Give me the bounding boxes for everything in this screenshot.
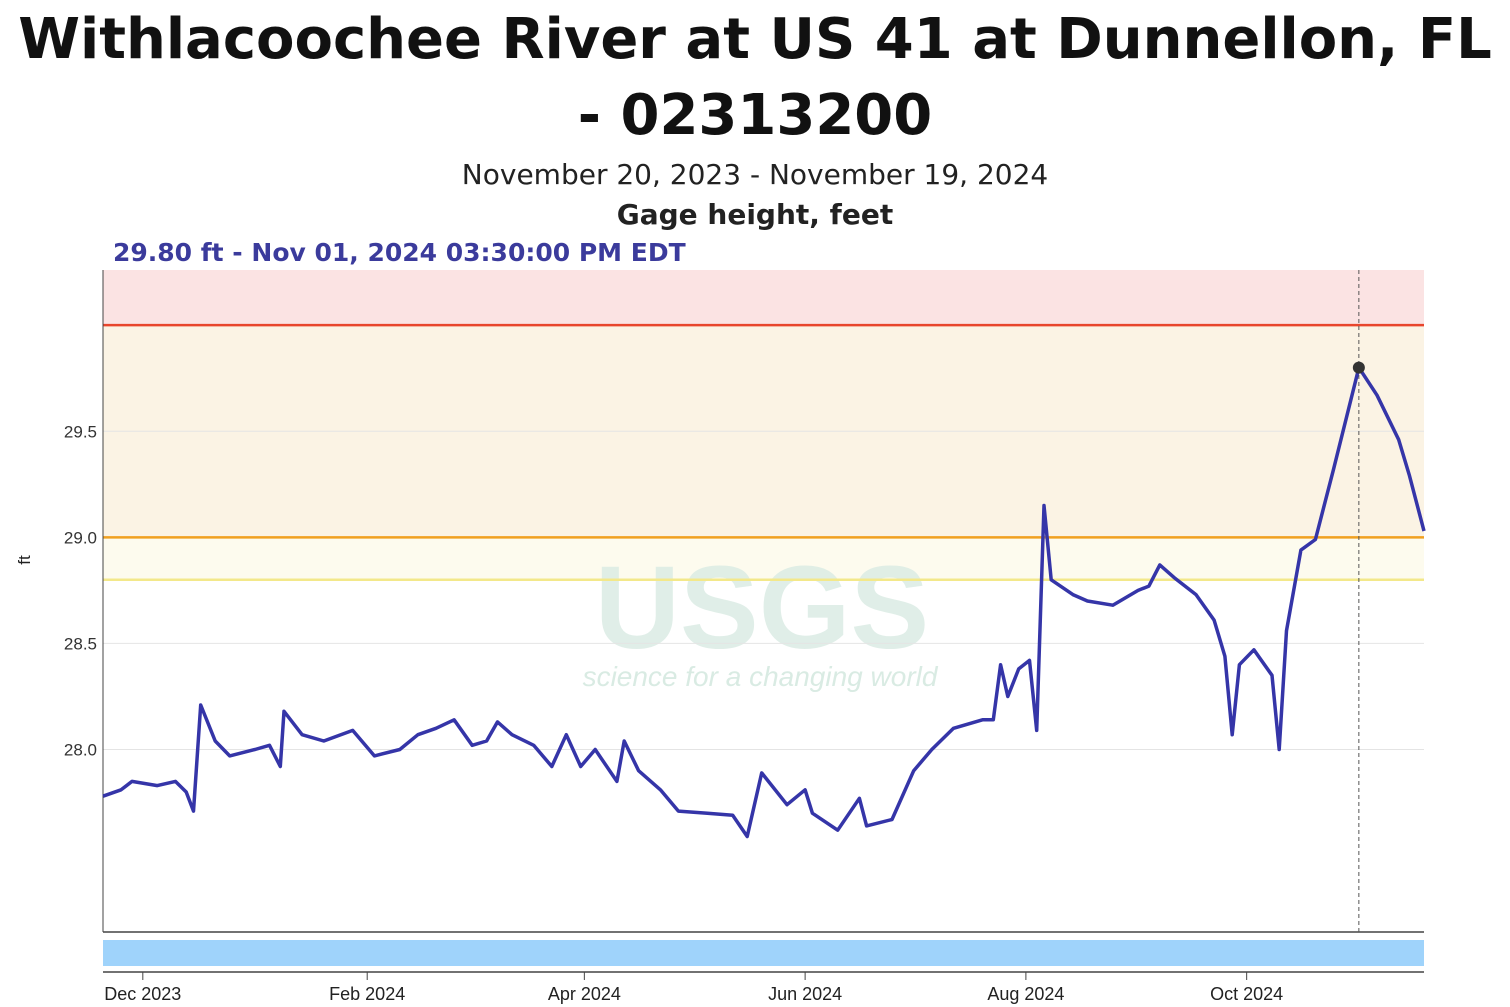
x-tick-label: Dec 2023 [104,984,181,1004]
y-tick-label: 29.5 [64,422,97,441]
watermark: USGS [595,542,929,674]
y-axis-label: ft [15,555,34,565]
data-line [102,365,1426,839]
threshold-band [103,537,1424,580]
watermark-tagline: science for a changing world [583,661,939,692]
threshold-band [103,270,1424,326]
y-tick-label: 28.5 [64,634,97,653]
x-tick-label: Feb 2024 [329,984,405,1004]
x-tick-label: Jun 2024 [768,984,842,1004]
chart-title: Withlacoochee River at US 41 at Dunnello… [18,7,1492,148]
x-tick-label: Aug 2024 [987,984,1064,1004]
unit-label: Gage height, feet [616,198,894,231]
x-tick-label: Oct 2024 [1210,984,1283,1004]
y-tick-label: 29.0 [64,528,97,547]
highlight-point [1352,361,1365,374]
chart-subtitle: November 20, 2023 - November 19, 2024 [461,158,1049,191]
x-tick-label: Apr 2024 [548,984,621,1004]
range-slider [103,940,1424,966]
annotation: 29.80 ft - Nov 01, 2024 03:30:00 PM EDT [113,238,686,267]
y-tick-label: 28.0 [64,741,97,760]
